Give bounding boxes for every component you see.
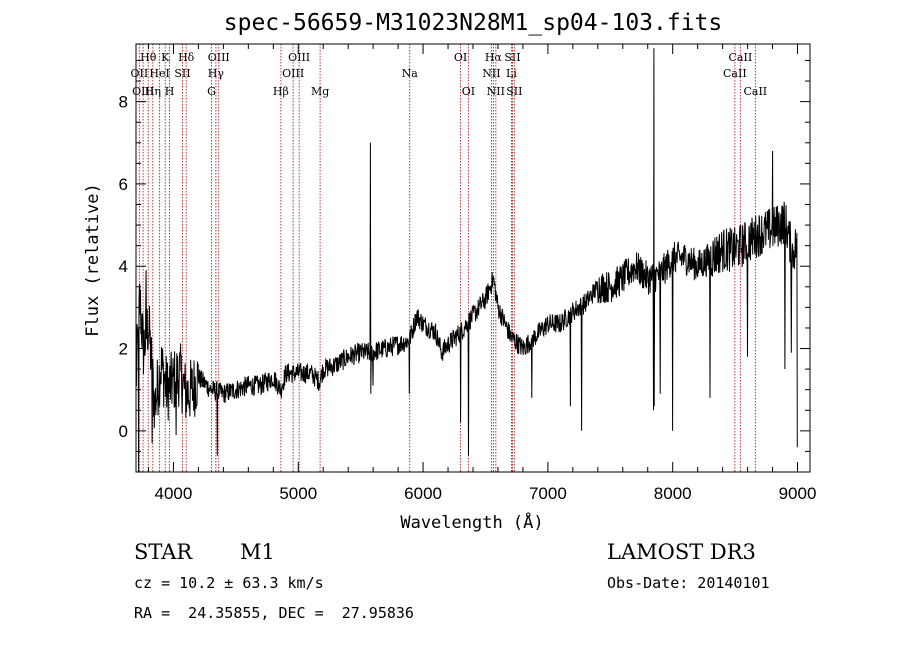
line-label: Hδ	[178, 51, 195, 64]
line-label: CaII	[723, 67, 747, 80]
line-label: CaII	[729, 51, 753, 64]
line-label: Na	[402, 67, 419, 80]
line-label: Hθ	[140, 51, 157, 64]
line-label: SII	[174, 67, 190, 80]
line-label: Mg	[311, 85, 329, 98]
line-label: Hβ	[273, 85, 289, 98]
x-tick-label: 4000	[155, 484, 193, 503]
line-label: G	[207, 85, 216, 98]
survey-release: LAMOST DR3	[607, 540, 756, 564]
y-tick-label: 2	[119, 340, 128, 359]
chart-title: spec-56659-M31023N28M1_sp04-103.fits	[224, 10, 723, 36]
line-label: OII	[131, 67, 149, 80]
x-tick-label: 9000	[779, 484, 817, 503]
object-subclass: M1	[240, 540, 275, 564]
y-tick-label: 0	[119, 422, 128, 441]
sky-coordinates: RA = 24.35855, DEC = 27.95836	[134, 604, 414, 622]
y-tick-label: 4	[119, 257, 128, 276]
x-tick-label: 7000	[529, 484, 567, 503]
line-label: H	[165, 85, 175, 98]
line-label: HeI	[149, 67, 169, 80]
x-axis-label: Wavelength (Å)	[400, 511, 543, 533]
line-label: Hγ	[208, 67, 225, 80]
x-tick-label: 8000	[654, 484, 692, 503]
y-tick-label: 6	[119, 175, 128, 194]
line-label: NII	[487, 85, 505, 98]
observation-date: Obs-Date: 20140101	[607, 574, 770, 592]
line-markers-layer: Hθ OII OIII K HeI Hη H Hδ SII OIII Hγ G Hβ OIII OIII Mg…	[131, 44, 767, 472]
redshift-velocity: cz = 10.2 ± 63.3 km/s	[134, 574, 324, 592]
line-label: OIII	[208, 51, 230, 64]
line-label: CaII	[743, 85, 767, 98]
y-tick-label: 8	[119, 93, 128, 112]
line-label: K	[161, 51, 170, 64]
line-label: SII	[506, 85, 522, 98]
line-label: OIII	[132, 85, 154, 98]
spectrum-series	[135, 48, 798, 473]
object-class: STAR	[134, 540, 193, 564]
x-tick-label: 5000	[279, 484, 317, 503]
line-label: Hα	[485, 51, 503, 64]
line-label: OIII	[282, 67, 304, 80]
line-label: Hη	[145, 85, 161, 98]
line-label: OIII	[288, 51, 310, 64]
x-tick-label: 6000	[404, 484, 442, 503]
line-label: Li	[506, 67, 517, 80]
y-axis-label: Flux (relative)	[83, 183, 103, 337]
line-label: SII	[504, 51, 520, 64]
line-label: NII	[482, 67, 500, 80]
axis-ticks-layer: 4000 5000 6000 7000 8000 9000 0 2 4 6 8	[119, 44, 817, 503]
line-label: OI	[454, 51, 467, 64]
line-label: OI	[462, 85, 475, 98]
